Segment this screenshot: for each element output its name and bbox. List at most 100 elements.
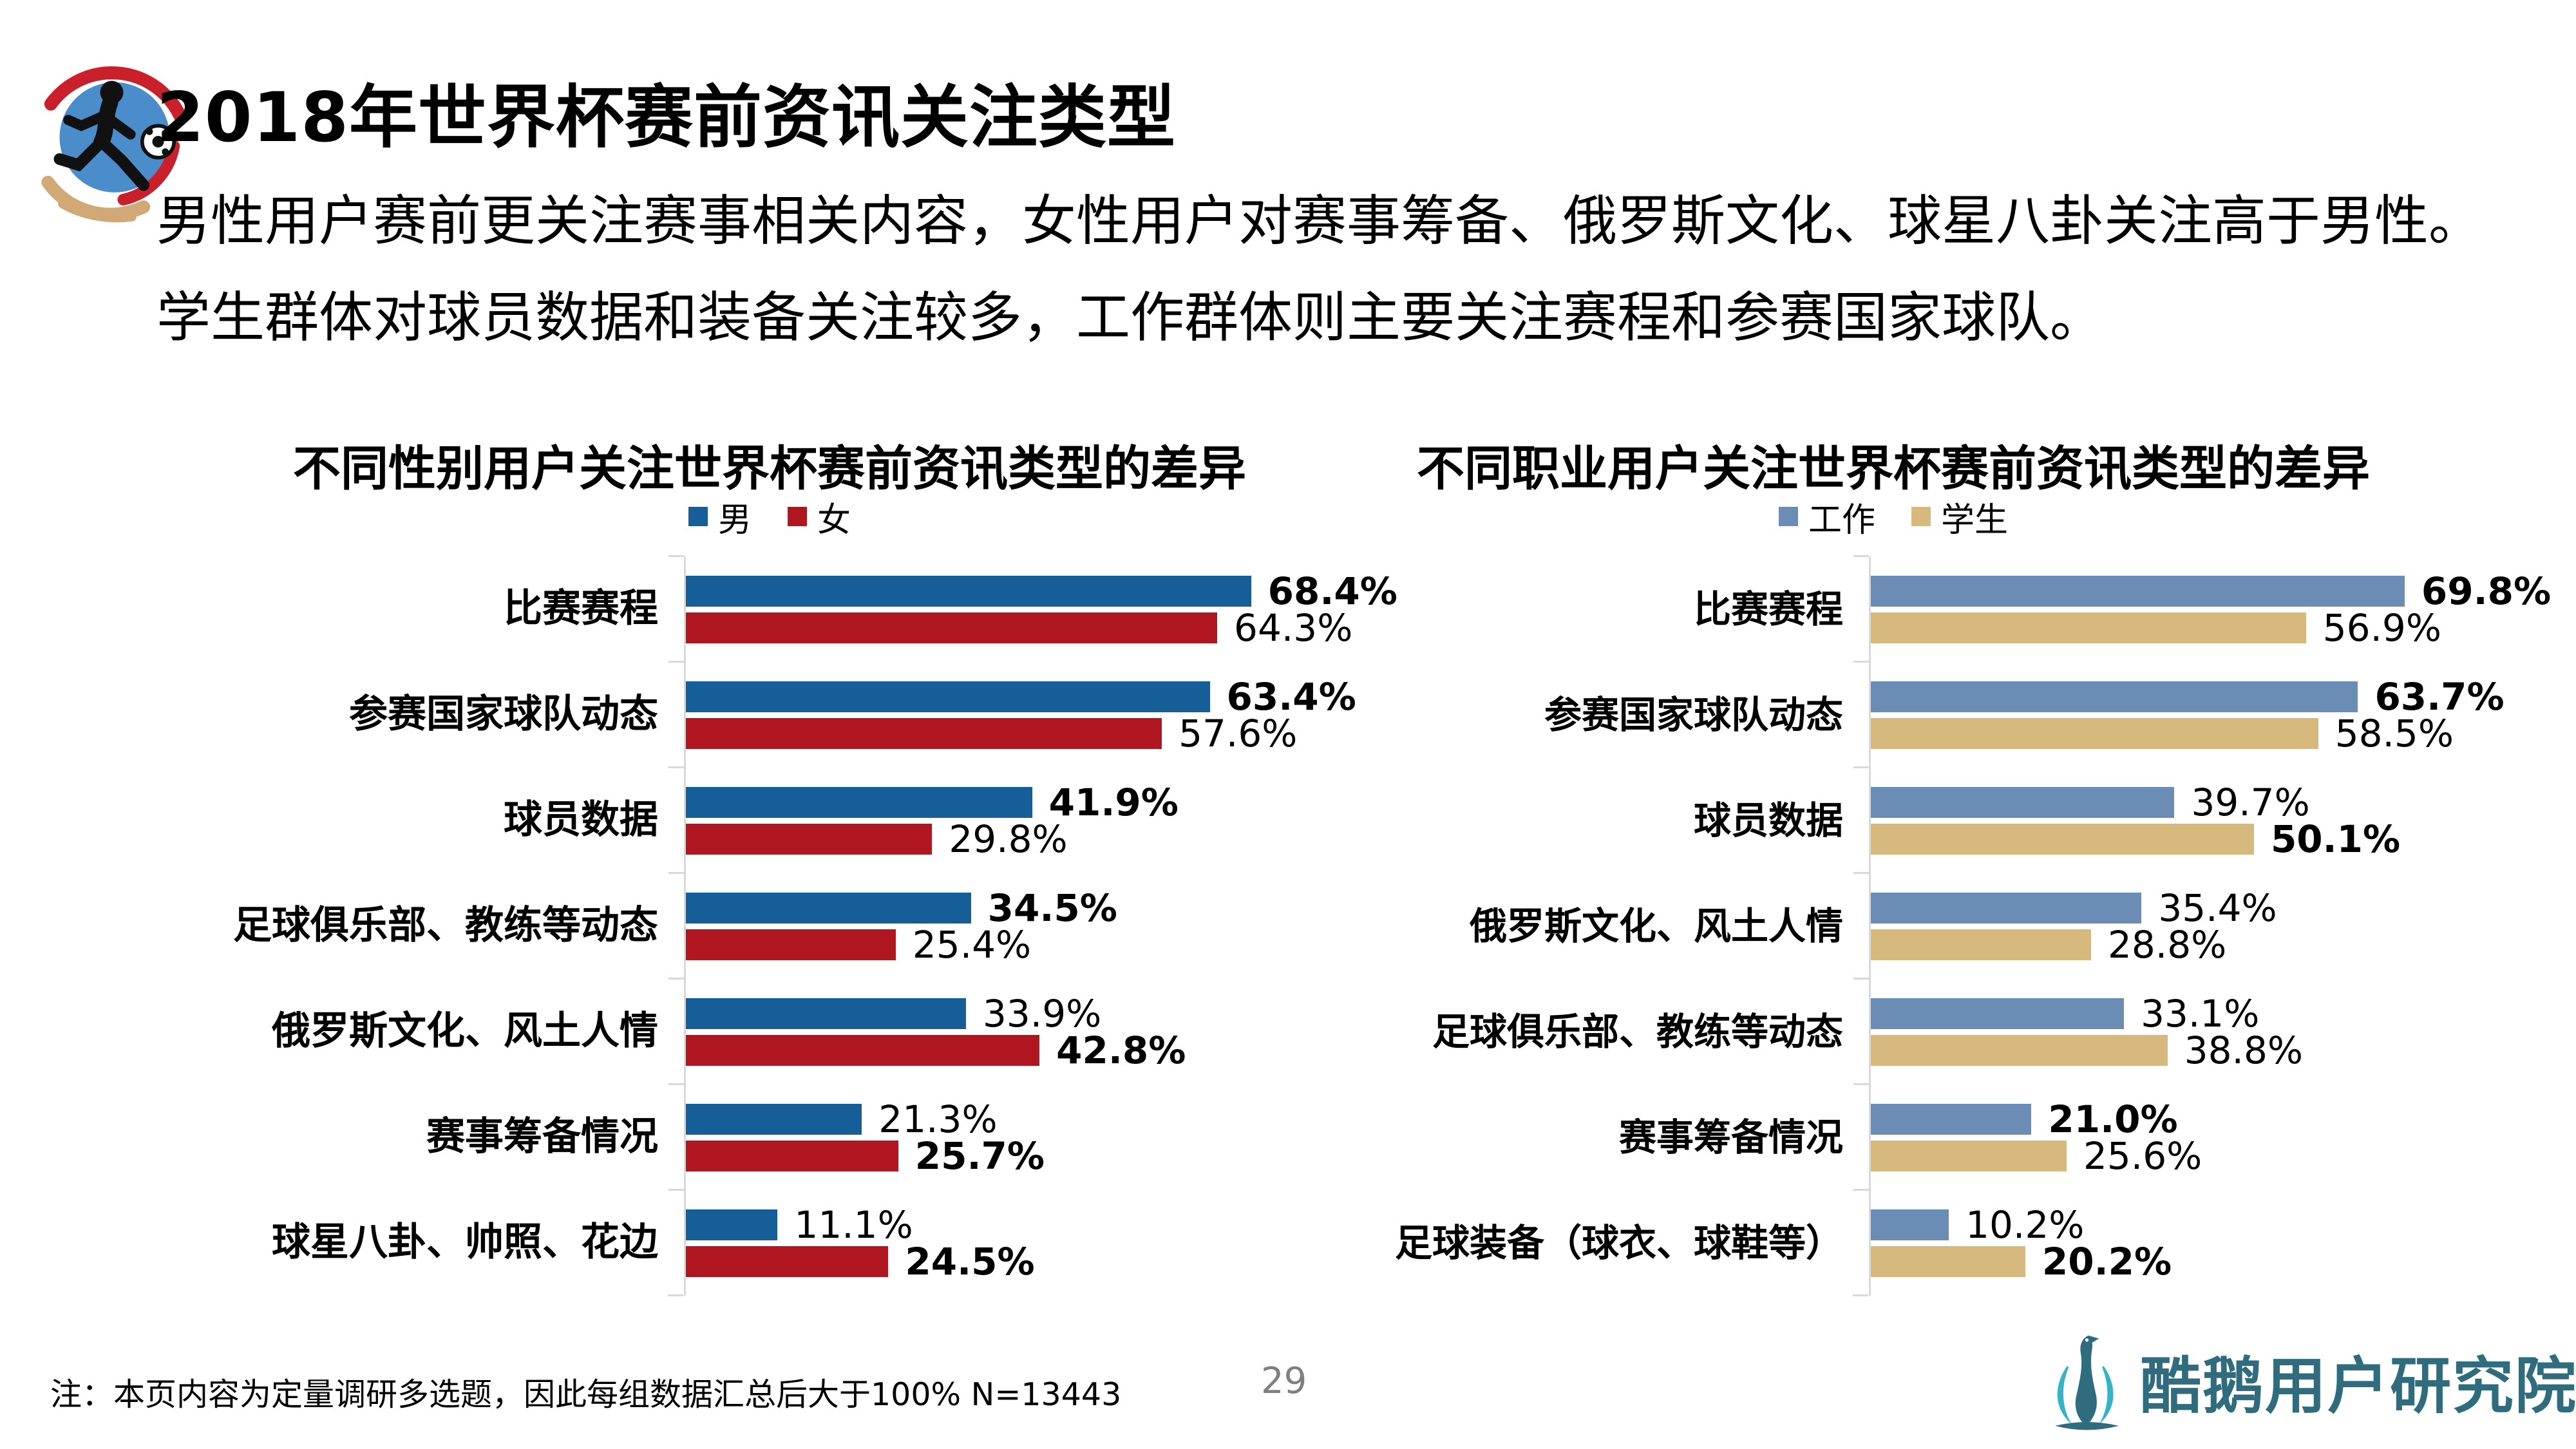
value-label: 57.6% <box>1179 711 1298 755</box>
chart-row: 足球俱乐部、教练等动态 34.5% 25.4% <box>167 872 1372 979</box>
legend-label: 男 <box>717 500 752 540</box>
bar-male: 11.1% <box>686 1203 1372 1247</box>
bar-student: 38.8% <box>1871 1028 2421 1072</box>
bar-female: 42.8% <box>686 1028 1372 1072</box>
category-label: 参赛国家球队动态 <box>349 692 658 737</box>
value-label: 20.2% <box>2041 1239 2172 1283</box>
bar-group: 69.8% 56.9% <box>1853 555 2551 662</box>
bar-female: 57.6% <box>686 712 1372 755</box>
bar-student: 50.1% <box>1871 817 2421 861</box>
bar-female: 64.3% <box>686 606 1372 650</box>
chart-row: 赛事筹备情况 21.3% 25.7% <box>167 1083 1372 1190</box>
bar-male: 68.4% <box>686 569 1397 613</box>
value-label: 41.9% <box>1048 780 1179 824</box>
category-label: 足球俱乐部、教练等动态 <box>1432 1009 1843 1054</box>
bar-work: 63.7% <box>1871 675 2505 719</box>
legend-item-female: 女 <box>788 493 851 541</box>
bar-group: 21.3% 25.7% <box>668 1083 1372 1190</box>
bar-group: 10.2% 20.2% <box>1853 1189 2421 1296</box>
chart-row: 球星八卦、帅照、花边 11.1% 24.5% <box>167 1189 1372 1296</box>
bar-student: 25.6% <box>1871 1134 2421 1178</box>
bar-male: 41.9% <box>686 781 1372 824</box>
category-label: 俄罗斯文化、风土人情 <box>272 1009 658 1054</box>
category-label: 足球俱乐部、教练等动态 <box>233 903 658 949</box>
page-subtitle: 男性用户赛前更关注赛事相关内容，女性用户对赛事筹备、俄罗斯文化、球星八卦关注高于… <box>156 173 2483 366</box>
value-label: 34.5% <box>987 886 1117 930</box>
bar-male: 21.3% <box>686 1097 1372 1141</box>
gender-chart: 不同性别用户关注世界杯赛前资讯类型的差异 男 女 比赛赛程 68.4% 64.3… <box>167 430 1397 1296</box>
bar-student: 58.5% <box>1871 712 2454 755</box>
female-swatch <box>788 507 807 526</box>
bar-female: 25.7% <box>686 1134 1372 1178</box>
chart-row: 球员数据 41.9% 29.8% <box>167 766 1372 873</box>
value-label: 10.2% <box>1965 1202 2085 1247</box>
bar-work: 39.7% <box>1871 781 2421 824</box>
value-label: 42.8% <box>1056 1028 1186 1072</box>
gender-chart-legend: 男 女 <box>167 498 1372 540</box>
footnote: 注：本页内容为定量调研多选题，因此每组数据汇总后大于100% N=13443 <box>50 1376 1122 1413</box>
gender-chart-title: 不同性别用户关注世界杯赛前资讯类型的差异 <box>293 441 1246 497</box>
chart-row: 俄罗斯文化、风土人情 33.9% 42.8% <box>167 978 1372 1084</box>
value-label: 11.1% <box>794 1202 913 1247</box>
bar-female: 24.5% <box>686 1240 1372 1283</box>
value-label: 50.1% <box>2270 817 2401 861</box>
chart-row: 足球俱乐部、教练等动态 33.1% 38.8% <box>1365 978 2421 1084</box>
chart-row: 比赛赛程 68.4% 64.3% <box>167 555 1397 662</box>
value-label: 39.7% <box>2191 780 2310 824</box>
page-number: 29 <box>1261 1360 1307 1402</box>
bar-group: 21.0% 25.6% <box>1853 1083 2421 1190</box>
bar-group: 63.7% 58.5% <box>1853 661 2505 768</box>
value-label: 33.9% <box>982 991 1102 1036</box>
chart-row: 参赛国家球队动态 63.4% 57.6% <box>167 661 1372 768</box>
chart-row: 足球装备（球衣、球鞋等） 10.2% 20.2% <box>1365 1189 2421 1296</box>
bar-work: 21.0% <box>1871 1097 2421 1141</box>
legend-item-work: 工作 <box>1778 493 1875 541</box>
bar-group: 68.4% 64.3% <box>668 555 1397 662</box>
bar-student: 20.2% <box>1871 1240 2421 1283</box>
value-label: 58.5% <box>2334 711 2454 755</box>
value-label: 21.3% <box>878 1097 998 1141</box>
value-label: 33.1% <box>2141 991 2260 1036</box>
value-label: 38.8% <box>2184 1028 2304 1072</box>
subtitle-line-1: 男性用户赛前更关注赛事相关内容，女性用户对赛事筹备、俄罗斯文化、球星八卦关注高于… <box>156 189 2483 252</box>
value-label: 29.8% <box>949 817 1068 861</box>
occupation-chart: 不同职业用户关注世界杯赛前资讯类型的差异 工作 学生 比赛赛程 69.8% 56… <box>1365 430 2551 1296</box>
category-label: 赛事筹备情况 <box>1618 1115 1843 1159</box>
chart-row: 球员数据 39.7% 50.1% <box>1365 766 2421 873</box>
chart-row: 俄罗斯文化、风土人情 35.4% 28.8% <box>1365 872 2421 979</box>
bar-female: 29.8% <box>686 817 1372 861</box>
value-label: 63.4% <box>1226 674 1356 719</box>
category-label: 比赛赛程 <box>504 586 658 632</box>
value-label: 25.6% <box>2083 1133 2202 1178</box>
category-label: 球员数据 <box>504 797 658 843</box>
brand-logo: 酷鹅用户研究院 <box>2047 1328 2576 1434</box>
bar-group: 35.4% 28.8% <box>1853 872 2421 979</box>
value-label: 21.0% <box>2048 1097 2178 1141</box>
male-swatch <box>688 507 708 526</box>
value-label: 25.4% <box>912 922 1032 967</box>
category-label: 球员数据 <box>1693 798 1843 842</box>
bar-work: 33.1% <box>1871 992 2421 1036</box>
bar-student: 28.8% <box>1871 923 2421 967</box>
bar-group: 34.5% 25.4% <box>668 872 1372 979</box>
subtitle-line-2: 学生群体对球员数据和装备关注较多，工作群体则主要关注赛程和参赛国家球队。 <box>156 286 2105 349</box>
chart-row: 比赛赛程 69.8% 56.9% <box>1365 555 2551 662</box>
bar-group: 33.9% 42.8% <box>668 978 1372 1084</box>
legend-item-student: 学生 <box>1911 493 2008 541</box>
bar-student: 56.9% <box>1871 606 2441 650</box>
bar-group: 33.1% 38.8% <box>1853 978 2421 1084</box>
brand-logo-text: 酷鹅用户研究院 <box>2140 1351 2576 1422</box>
occupation-chart-plot: 比赛赛程 69.8% 56.9% 参赛国家球队动态 63.7% 58.5% 球员… <box>1365 555 2551 1296</box>
category-label: 足球装备（球衣、球鞋等） <box>1394 1220 1843 1265</box>
bar-group: 39.7% 50.1% <box>1853 766 2421 873</box>
chart-row: 参赛国家球队动态 63.7% 58.5% <box>1365 661 2505 768</box>
legend-label: 女 <box>817 500 851 540</box>
bar-male: 34.5% <box>686 886 1372 930</box>
legend-label: 学生 <box>1941 500 2009 540</box>
bar-group: 63.4% 57.6% <box>668 661 1372 768</box>
value-label: 69.8% <box>2421 569 2552 613</box>
bar-group: 41.9% 29.8% <box>668 766 1372 873</box>
work-swatch <box>1778 507 1798 526</box>
occupation-chart-title: 不同职业用户关注世界杯赛前资讯类型的差异 <box>1417 441 2370 497</box>
